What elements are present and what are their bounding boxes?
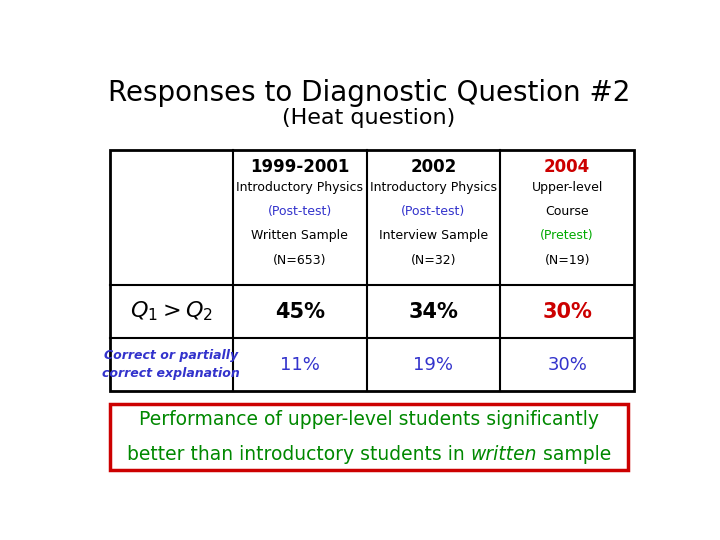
Text: 11%: 11%	[280, 356, 320, 374]
Text: Introductory Physics: Introductory Physics	[236, 181, 363, 194]
Text: Performance of upper-level students significantly: Performance of upper-level students sign…	[139, 410, 599, 429]
Text: Responses to Diagnostic Question #2: Responses to Diagnostic Question #2	[108, 79, 630, 107]
Text: (Post-test): (Post-test)	[268, 205, 332, 218]
Text: Interview Sample: Interview Sample	[379, 230, 488, 242]
Text: (Post-test): (Post-test)	[401, 205, 466, 218]
Text: Upper-level: Upper-level	[531, 181, 603, 194]
Text: sample: sample	[537, 445, 611, 464]
Text: 2002: 2002	[410, 158, 456, 176]
Text: (Pretest): (Pretest)	[541, 230, 594, 242]
Bar	[109, 404, 629, 470]
Text: 30%: 30%	[547, 356, 587, 374]
Text: (N=653): (N=653)	[273, 254, 326, 267]
Text: Course: Course	[545, 205, 589, 218]
Text: 34%: 34%	[408, 302, 459, 322]
Text: Written Sample: Written Sample	[251, 230, 348, 242]
Text: written: written	[470, 445, 537, 464]
Text: (Heat question): (Heat question)	[282, 109, 456, 129]
Text: $Q_1 > Q_2$: $Q_1 > Q_2$	[130, 300, 212, 323]
Text: 2004: 2004	[544, 158, 590, 176]
Text: 19%: 19%	[413, 356, 454, 374]
Text: better than introductory students in: better than introductory students in	[127, 445, 470, 464]
Text: (N=19): (N=19)	[544, 254, 590, 267]
Text: (N=32): (N=32)	[410, 254, 456, 267]
Text: 1999-2001: 1999-2001	[250, 158, 349, 176]
Bar	[109, 150, 634, 391]
Text: 30%: 30%	[542, 302, 592, 322]
Text: Introductory Physics: Introductory Physics	[370, 181, 497, 194]
Text: 45%: 45%	[274, 302, 325, 322]
Text: Correct or partially
correct explanation: Correct or partially correct explanation	[102, 349, 240, 380]
